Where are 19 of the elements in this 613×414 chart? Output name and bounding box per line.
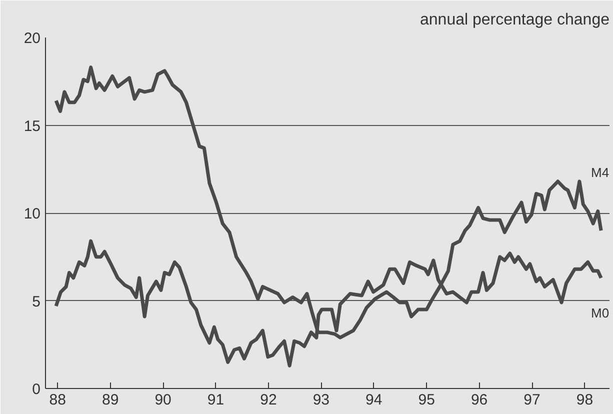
x-tick-label: 94 (366, 392, 382, 408)
x-tick-label: 96 (470, 392, 488, 408)
x-tick-label: 88 (49, 392, 66, 408)
x-tick-label: 92 (260, 392, 277, 408)
x-tick-label: 95 (418, 392, 435, 408)
x-tick-label: 90 (154, 392, 172, 408)
x-tick-label: 91 (207, 392, 224, 408)
y-tick-label: 15 (24, 118, 41, 135)
x-tick-label: 98 (576, 392, 594, 408)
series-label: M4 (591, 165, 610, 180)
y-axis-title: annual percentage change (420, 12, 610, 28)
text: M0 (591, 305, 610, 320)
x-tick-label: 97 (524, 392, 540, 408)
x-tick-label: 89 (102, 392, 119, 408)
y-tick-label: 0 (32, 381, 40, 398)
x-tick-label: 93 (312, 392, 330, 408)
y-tick-label: 10 (24, 206, 41, 222)
y-tick-label: 20 (24, 30, 41, 47)
y-tick-label: 5 (32, 293, 40, 310)
